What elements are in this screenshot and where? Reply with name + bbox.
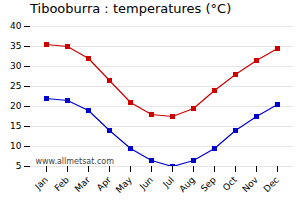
svg-text:20: 20 [10, 101, 22, 111]
svg-text:Dec: Dec [262, 175, 281, 194]
svg-text:May: May [114, 174, 135, 195]
svg-text:Jan: Jan [32, 175, 50, 193]
svg-text:Mar: Mar [73, 174, 92, 193]
svg-text:35: 35 [10, 41, 21, 51]
svg-text:30: 30 [10, 61, 22, 71]
svg-text:15: 15 [10, 121, 21, 131]
svg-text:5: 5 [16, 161, 22, 171]
svg-text:Jun: Jun [137, 175, 155, 193]
svg-text:Apr: Apr [95, 175, 113, 193]
svg-text:40: 40 [10, 21, 22, 31]
html-text:Tibooburra : temperatures (°C): Tibooburra : temperatures (°C) [30, 1, 232, 16]
svg-text:Oct: Oct [221, 174, 239, 192]
svg-text:Nov: Nov [240, 174, 260, 194]
svg-text:Feb: Feb [53, 175, 72, 194]
svg-text:25: 25 [10, 81, 21, 91]
svg-text:Jul: Jul [160, 175, 175, 190]
svg-text:www.allmetsat.com: www.allmetsat.com [36, 157, 115, 166]
svg-text:10: 10 [10, 141, 22, 151]
svg-text:Sep: Sep [199, 175, 218, 194]
svg-text:Aug: Aug [177, 175, 197, 195]
